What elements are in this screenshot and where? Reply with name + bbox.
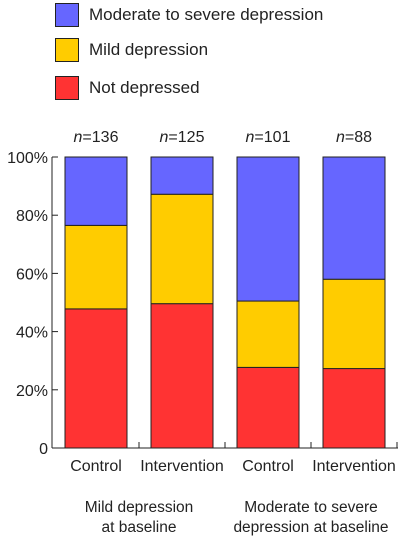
group-label: at baseline: [102, 519, 177, 536]
y-tick-label: 40%: [16, 325, 48, 342]
bar-segment-not-depressed: [322, 368, 386, 449]
n-label: n=88: [336, 129, 372, 146]
n-label: n=125: [160, 129, 205, 146]
bar-segment-moderate-to-severe-depression: [322, 156, 386, 280]
y-tick-label: 100%: [7, 150, 48, 167]
n-label: n=136: [74, 129, 119, 146]
bar-segment-moderate-to-severe-depression: [150, 156, 214, 195]
bar-segment-moderate-to-severe-depression: [236, 156, 300, 302]
bar-segment-mild-depression: [322, 278, 386, 370]
y-tick-label: 0: [39, 441, 48, 458]
legend-label-mild: Mild depression: [89, 40, 209, 59]
y-tick-label: 20%: [16, 383, 48, 400]
legend-swatch-moderate-severe: [55, 3, 79, 27]
bar-segment-moderate-to-severe-depression: [64, 156, 128, 226]
y-tick-label: 60%: [16, 266, 48, 283]
category-label: Control: [242, 458, 294, 475]
bar-segment-mild-depression: [236, 300, 300, 368]
bar-segment-not-depressed: [150, 303, 214, 449]
legend-item-not-depressed: Not depressed: [55, 75, 200, 101]
legend-swatch-mild: [55, 38, 79, 62]
legend-swatch-not-depressed: [55, 76, 79, 100]
group-label: Mild depression: [85, 499, 194, 516]
y-tick-label: 80%: [16, 208, 48, 225]
category-label: Control: [70, 458, 122, 475]
legend-item-moderate-severe: Moderate to severe depression: [55, 2, 323, 28]
bar-segment-mild-depression: [64, 224, 128, 310]
n-label: n=101: [246, 129, 291, 146]
bar-segment-mild-depression: [150, 193, 214, 305]
bar-segment-not-depressed: [64, 308, 128, 449]
category-label: Intervention: [140, 458, 224, 475]
legend-label-not-depressed: Not depressed: [89, 78, 200, 97]
bar-segment-not-depressed: [236, 366, 300, 449]
category-label: Intervention: [312, 458, 396, 475]
legend-item-mild: Mild depression: [55, 37, 208, 63]
legend-label-moderate-severe: Moderate to severe depression: [89, 5, 324, 24]
group-label: Moderate to severe: [244, 499, 378, 516]
group-label: depression at baseline: [233, 519, 388, 536]
